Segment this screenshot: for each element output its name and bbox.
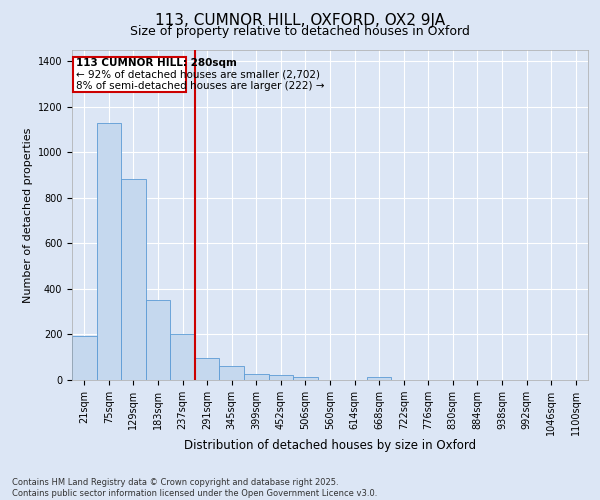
Bar xyxy=(170,334,195,380)
Text: Contains HM Land Registry data © Crown copyright and database right 2025.
Contai: Contains HM Land Registry data © Crown c… xyxy=(12,478,377,498)
Text: ← 92% of detached houses are smaller (2,702): ← 92% of detached houses are smaller (2,… xyxy=(76,70,320,80)
Bar xyxy=(293,376,318,380)
Bar xyxy=(72,336,97,380)
Bar xyxy=(73,57,186,92)
Y-axis label: Number of detached properties: Number of detached properties xyxy=(23,128,34,302)
Text: Size of property relative to detached houses in Oxford: Size of property relative to detached ho… xyxy=(130,25,470,38)
Text: 113, CUMNOR HILL, OXFORD, OX2 9JA: 113, CUMNOR HILL, OXFORD, OX2 9JA xyxy=(155,12,445,28)
Bar xyxy=(146,300,170,380)
X-axis label: Distribution of detached houses by size in Oxford: Distribution of detached houses by size … xyxy=(184,439,476,452)
Bar xyxy=(269,376,293,380)
Bar xyxy=(97,123,121,380)
Text: 113 CUMNOR HILL: 280sqm: 113 CUMNOR HILL: 280sqm xyxy=(76,58,236,68)
Bar xyxy=(367,378,391,380)
Text: 8% of semi-detached houses are larger (222) →: 8% of semi-detached houses are larger (2… xyxy=(76,80,324,90)
Bar xyxy=(121,178,146,380)
Bar xyxy=(195,358,220,380)
Bar xyxy=(220,366,244,380)
Bar xyxy=(244,374,269,380)
